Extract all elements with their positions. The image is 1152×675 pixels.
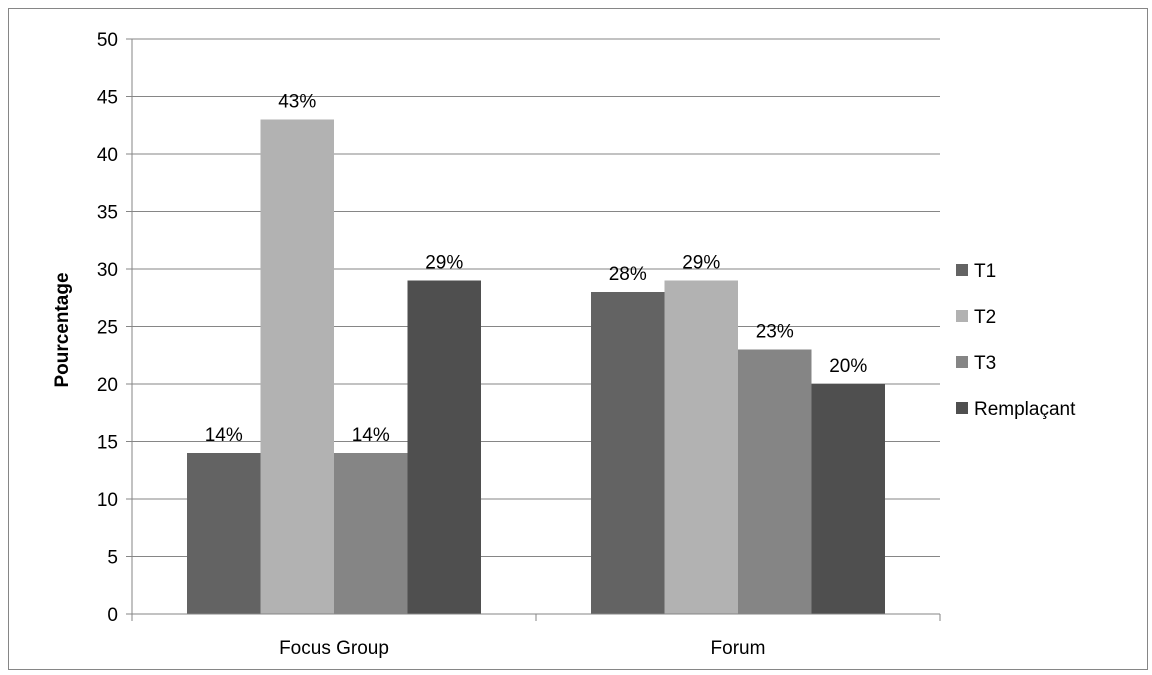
legend-swatch bbox=[956, 264, 968, 276]
data-label: 23% bbox=[756, 322, 794, 343]
y-axis-label: Pourcentage bbox=[52, 272, 73, 387]
legend-label: T3 bbox=[974, 353, 996, 374]
data-labels: 14% 43% 14% 29% 28% 29% 23% 20% bbox=[205, 92, 868, 447]
bar-t3 bbox=[738, 349, 812, 614]
bars bbox=[187, 119, 885, 614]
bar-t2 bbox=[664, 280, 738, 614]
legend-swatch bbox=[956, 402, 968, 414]
y-tick-label: 5 bbox=[107, 548, 118, 569]
y-tick-label: 0 bbox=[107, 605, 118, 626]
x-category-label: Focus Group bbox=[279, 638, 389, 659]
y-tick-label: 45 bbox=[97, 88, 118, 109]
y-tick-label: 20 bbox=[97, 375, 118, 396]
y-tick-label: 50 bbox=[97, 30, 118, 51]
y-tick-label: 15 bbox=[97, 433, 118, 454]
bar-t1 bbox=[591, 292, 665, 614]
y-tick-label: 30 bbox=[97, 260, 118, 281]
legend-label: T2 bbox=[974, 307, 996, 328]
data-label: 14% bbox=[205, 425, 243, 446]
y-tick-label: 40 bbox=[97, 145, 118, 166]
data-label: 28% bbox=[609, 264, 647, 285]
bar-t1 bbox=[187, 453, 261, 614]
legend-label: Remplaçant bbox=[974, 399, 1076, 420]
axes: 0 5 10 15 20 25 30 35 40 45 50 Focus Group Forum bbox=[97, 30, 941, 659]
data-label: 29% bbox=[425, 253, 463, 274]
legend-label: T1 bbox=[974, 261, 996, 282]
bar-remplaçant bbox=[407, 280, 481, 614]
data-label: 29% bbox=[682, 253, 720, 274]
bar-t2 bbox=[260, 119, 334, 614]
data-label: 43% bbox=[278, 92, 316, 113]
y-tick-label: 25 bbox=[97, 318, 118, 339]
bar-t3 bbox=[334, 453, 408, 614]
legend-swatch bbox=[956, 310, 968, 322]
y-tick-label: 10 bbox=[97, 490, 118, 511]
y-tick-label: 35 bbox=[97, 203, 118, 224]
data-label: 14% bbox=[352, 425, 390, 446]
data-label: 20% bbox=[829, 356, 867, 377]
bar-remplaçant bbox=[811, 384, 885, 614]
x-category-label: Forum bbox=[711, 638, 766, 659]
legend: T1 T2 T3 Remplaçant bbox=[956, 261, 1076, 420]
legend-swatch bbox=[956, 356, 968, 368]
